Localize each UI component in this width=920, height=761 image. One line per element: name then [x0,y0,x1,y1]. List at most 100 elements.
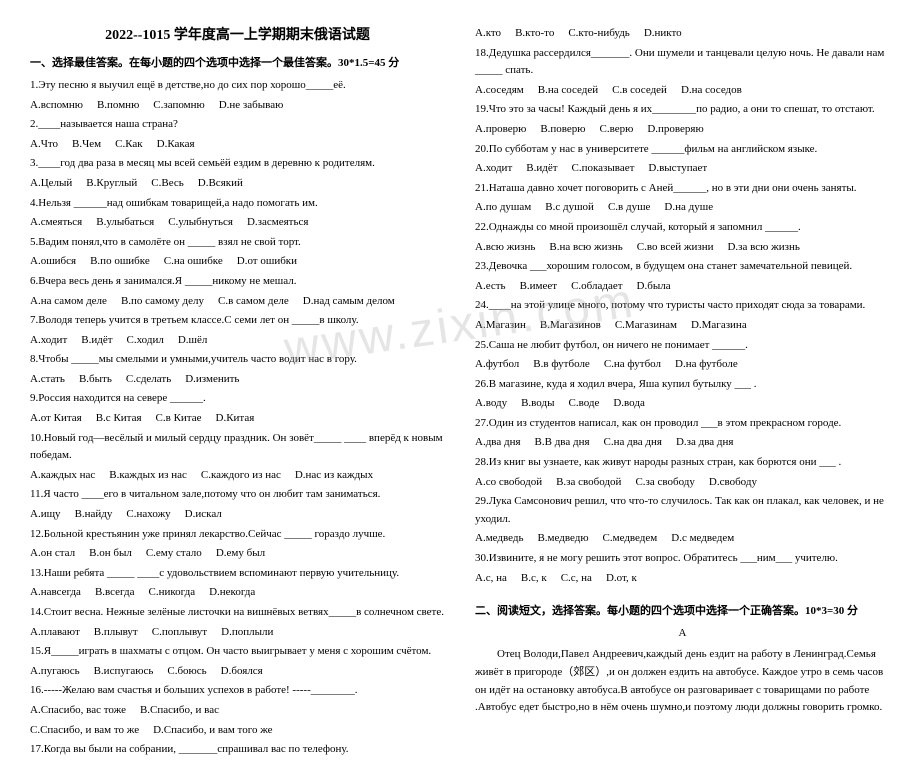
q22-c: C.во всей жизни [637,241,714,253]
q26: 26.В магазине, куда я ходил вчера, Яша к… [475,376,890,394]
q7: 7.Володя теперь учится в третьем классе.… [30,312,445,330]
q9-c: C.в Китае [156,412,202,424]
q28-a: A.со свободой [475,476,542,488]
q16-options: A.Спасибо, вас тожеB.Спасибо, и вас [30,702,445,720]
q19-options: A.проверюB.поверюC.верюD.проверяю [475,121,890,139]
passage-a-text: Отец Володи,Павел Андреевич,каждый день … [475,646,890,716]
q7-b: B.идёт [81,334,112,346]
q11: 11.Я часто ____его в читальном зале,пото… [30,486,445,504]
q19-a: A.проверю [475,123,526,135]
q23-a: A.есть [475,280,506,292]
q17-options: A.ктоB.кто-тоC.кто-нибудьD.никто [475,25,890,43]
q22-d: D.за всю жизнь [727,241,799,253]
q12-b: B.он был [89,547,132,559]
q15-b: B.испугаюсь [94,665,154,677]
q29-c: C.медведем [603,532,658,544]
q30-c: C.с, на [561,572,592,584]
q6-b: B.по самому делу [121,295,204,307]
q21-a: A.по душам [475,201,531,213]
q15-options: A.пугаюсьB.испугаюсьC.боюсьD.боялся [30,663,445,681]
q28-d: D.свободу [709,476,757,488]
q28: 28.Из книг вы узнаете, как живут народы … [475,454,890,472]
q27-b: B.В два дня [535,436,590,448]
q23: 23.Девочка ___хорошим голосом, в будущем… [475,258,890,276]
q21-c: C.в душе [608,201,650,213]
q9-d: D.Китая [216,412,255,424]
q6-a: A.на самом деле [30,295,107,307]
q18-d: D.на соседов [681,84,742,96]
q5-b: B.по ошибке [90,255,150,267]
q2-options: A.ЧтоB.ЧемC.КакD.Какая [30,136,445,154]
q7-d: D.шёл [178,334,208,346]
q25-options: A.футболB.в футболеC.на футболD.на футбо… [475,356,890,374]
q6: 6.Вчера весь день я занимался.Я _____ник… [30,273,445,291]
q28-b: B.за свободой [556,476,621,488]
passage-a-label: A [475,625,890,643]
q1-d: D.не забываю [219,99,284,111]
q19: 19.Что это за часы! Каждый день я их____… [475,101,890,119]
q29-a: A.медведь [475,532,523,544]
q9-a: A.от Китая [30,412,82,424]
q1-c: C.запомню [153,99,204,111]
q1: 1.Эту песню я выучил ещё в детстве,но до… [30,77,445,95]
q2: 2.____называется наша страна? [30,116,445,134]
q20-a: A.ходит [475,162,512,174]
q10-a: A.каждых нас [30,469,95,481]
q27-d: D.за два дня [676,436,734,448]
q27: 27.Один из студентов написал, как он про… [475,415,890,433]
q22: 22.Однажды со мной произошёл случай, кот… [475,219,890,237]
q24-a: A.Магазин [475,319,526,331]
q30-b: B.с, к [521,572,547,584]
q21: 21.Наташа давно хочет поговорить с Аней_… [475,180,890,198]
q4: 4.Нельзя ______над ошибкам товарищей,а н… [30,195,445,213]
q5-options: A.ошибсяB.по ошибкеC.на ошибкеD.от ошибк… [30,253,445,271]
q17-d: D.никто [644,27,682,39]
q26-c: C.воде [568,397,599,409]
q10-c: C.каждого из нас [201,469,281,481]
q18-b: B.на соседей [538,84,598,96]
q23-d: D.была [637,280,671,292]
q18-c: C.в соседей [612,84,667,96]
q21-d: D.на душе [664,201,713,213]
q2-a: A.Что [30,138,58,150]
q25-a: A.футбол [475,358,519,370]
q8-c: C.сделать [126,373,171,385]
q17-c: C.кто-нибудь [568,27,629,39]
q16-c: C.Спасибо, и вам то же [30,724,139,736]
q20-b: B.идёт [526,162,557,174]
q30: 30.Извините, я не могу решить этот вопро… [475,550,890,568]
q24: 24.____на этой улице много, потому что т… [475,297,890,315]
q10-b: B.каждых из нас [109,469,187,481]
q15-c: C.боюсь [167,665,206,677]
right-column: A.ктоB.кто-тоC.кто-нибудьD.никто 18.Деду… [475,25,890,761]
q30-d: D.от, к [606,572,637,584]
q3: 3.____год два раза в месяц мы всей семьё… [30,155,445,173]
q11-a: A.ищу [30,508,61,520]
q28-c: C.за свободу [635,476,694,488]
q8-b: B.быть [79,373,112,385]
q14-d: D.поплыли [221,626,273,638]
q23-c: C.обладает [571,280,622,292]
q14-b: B.плывут [94,626,138,638]
q27-a: A.два дня [475,436,521,448]
q20-d: D.выступает [648,162,707,174]
q29-options: A.медведьB.медведюC.медведемD.с медведем [475,530,890,548]
q26-a: A.воду [475,397,507,409]
q3-options: A.ЦелыйB.КруглыйC.ВесьD.Всякий [30,175,445,193]
q25: 25.Саша не любит футбол, он ничего не по… [475,337,890,355]
q28-options: A.со свободой B.за свободой C.за свободу D.… [475,474,890,492]
q13-options: A.навсегдаB.всегдаC.никогдаD.некогда [30,584,445,602]
q15: 15.Я_____играть в шахматы с отцом. Он ча… [30,643,445,661]
q10: 10.Новый год—весёлый и милый сердцу праз… [30,430,445,465]
q4-d: D.засмеяться [247,216,308,228]
q19-b: B.поверю [540,123,585,135]
q17-a: A.кто [475,27,501,39]
q3-c: C.Весь [151,177,183,189]
section1-header: 一、选择最佳答案。在每小题的四个选项中选择一个最佳答案。30*1.5=45 分 [30,55,445,73]
q11-options: A.ищуB.найдуC.нахожуD.искал [30,506,445,524]
q25-b: B.в футболе [533,358,590,370]
section2-header: 二、阅读短文，选择答案。每小题的四个选项中选择一个正确答案。10*3=30 分 [475,603,890,621]
q21-b: B.с душой [545,201,594,213]
q1-b: B.помню [97,99,139,111]
q12: 12.Больной крестьянин уже принял лекарст… [30,526,445,544]
